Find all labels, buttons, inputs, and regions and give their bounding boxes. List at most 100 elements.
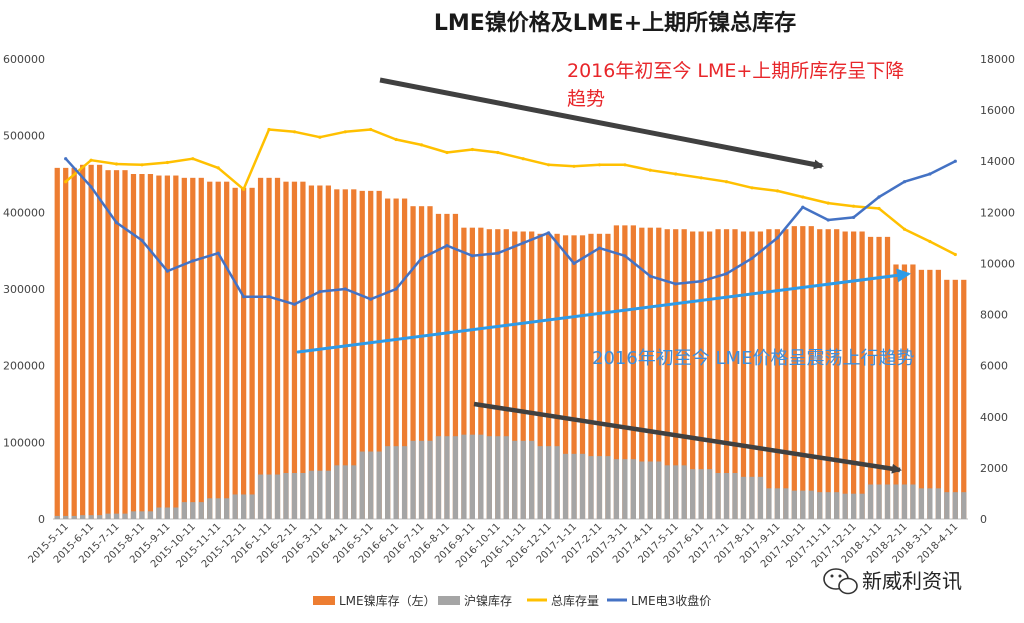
bar-sh-stock	[122, 513, 128, 519]
bar-sh-stock	[300, 473, 306, 519]
bar-lme-stock	[698, 231, 704, 519]
bar-lme-stock	[266, 177, 272, 519]
bar-lme-stock	[291, 181, 298, 520]
bar-lme-stock	[740, 231, 747, 519]
line-lme-price-point	[318, 290, 322, 294]
line-lme-price-point	[674, 282, 678, 286]
bar-lme-stock	[791, 226, 797, 519]
bar-sh-stock	[529, 440, 535, 519]
line-lme-price-point	[597, 246, 602, 250]
bar-lme-stock	[910, 264, 916, 519]
bar-lme-stock	[274, 177, 281, 519]
line-lme-price-point	[521, 241, 525, 245]
left-axis-tick-label: 400000	[3, 206, 45, 219]
bar-lme-stock	[215, 181, 221, 520]
bar-sh-stock	[334, 465, 340, 519]
bar-lme-stock	[198, 177, 204, 519]
line-total-stock-point	[521, 157, 525, 161]
left-axis-tick-label: 300000	[3, 283, 45, 296]
bar-sh-stock	[749, 476, 755, 519]
bar-lme-stock	[673, 229, 679, 519]
line-lme-price-point	[292, 302, 297, 306]
bar-lme-stock	[351, 189, 357, 519]
bar-lme-stock	[342, 189, 348, 519]
bar-sh-stock	[935, 488, 941, 519]
line-total-stock-point	[318, 135, 322, 139]
bar-lme-stock	[147, 174, 154, 519]
bar-sh-stock	[80, 515, 86, 519]
line-total-stock-point	[572, 164, 576, 168]
bar-sh-stock	[342, 465, 348, 519]
line-lme-price-point	[648, 274, 652, 278]
line-total-stock-point	[114, 162, 119, 166]
line-lme-price-point	[750, 256, 754, 260]
bar-sh-stock	[164, 507, 170, 519]
line-lme-price-point	[216, 251, 220, 255]
chart-title: LME镍价格及LME+上期所镍总库存	[434, 10, 796, 36]
bar-lme-stock	[749, 231, 755, 519]
bar-sh-stock	[800, 490, 806, 519]
bar-sh-stock	[469, 434, 475, 519]
bar-sh-stock	[224, 498, 230, 519]
bar-sh-stock	[817, 492, 823, 519]
bar-lme-stock	[376, 190, 382, 519]
bar-lme-stock	[173, 175, 179, 519]
wechat-icon	[823, 568, 858, 595]
bar-sh-stock	[766, 488, 772, 519]
line-lme-price-point	[165, 269, 169, 273]
legend-swatch-lme-stock	[313, 596, 335, 605]
left-axis-tick-label: 100000	[3, 436, 45, 449]
line-total-stock-point	[928, 239, 932, 244]
bar-sh-stock	[834, 492, 840, 519]
bar-lme-stock	[190, 177, 196, 519]
bar-lme-stock	[766, 229, 772, 519]
line-total-stock-point	[648, 168, 652, 172]
bar-sh-stock	[706, 469, 713, 519]
bar-lme-stock	[80, 164, 86, 520]
line-total-stock-point	[801, 195, 805, 199]
bar-lme-stock	[952, 279, 958, 519]
bar-sh-stock	[901, 484, 908, 519]
line-total-stock-point	[470, 147, 474, 152]
bar-lme-stock	[851, 231, 857, 519]
bar-lme-stock	[605, 233, 611, 520]
bar-sh-stock	[867, 484, 874, 519]
bar-sh-stock	[791, 490, 797, 519]
bar-lme-stock	[181, 177, 187, 519]
line-lme-price-point	[902, 180, 907, 184]
bar-lme-stock	[122, 170, 128, 520]
bar-sh-stock	[88, 515, 94, 519]
bar-lme-stock	[385, 198, 391, 519]
line-lme-price-point	[191, 259, 195, 263]
bar-sh-stock	[274, 474, 281, 519]
line-lme-price-point	[852, 215, 856, 219]
bar-sh-stock	[723, 473, 730, 519]
bar-lme-stock	[859, 231, 865, 519]
bar-lme-stock	[562, 235, 569, 519]
bar-lme-stock	[774, 229, 780, 519]
bar-sh-stock	[418, 440, 425, 519]
line-lme-price-point	[470, 254, 474, 258]
bar-lme-stock	[901, 264, 908, 519]
bar-lme-stock	[529, 231, 535, 519]
line-lme-price-point	[801, 205, 805, 209]
bar-lme-stock	[257, 177, 264, 519]
bar-lme-stock	[876, 236, 882, 519]
bar-lme-stock	[935, 269, 941, 519]
bar-lme-stock	[393, 198, 399, 519]
line-total-stock-point	[699, 176, 703, 180]
line-lme-price-point	[953, 159, 957, 163]
bar-lme-stock	[113, 170, 120, 520]
bar-sh-stock	[851, 493, 857, 519]
bar-lme-stock	[867, 236, 874, 519]
bar-sh-stock	[808, 490, 814, 519]
line-total-stock-point	[775, 189, 780, 193]
right-axis-tick-label: 8000	[980, 309, 1008, 322]
bar-lme-stock	[503, 229, 509, 519]
line-total-stock-point	[394, 137, 398, 142]
line-lme-price-point	[369, 297, 373, 301]
bar-lme-stock	[681, 229, 687, 519]
line-total-stock-point	[445, 150, 449, 155]
right-axis-ticks: 0 2000 4000 6000 8000 10000 12000 14000 16000 180…	[980, 53, 1015, 526]
bar-lme-stock	[613, 225, 620, 519]
